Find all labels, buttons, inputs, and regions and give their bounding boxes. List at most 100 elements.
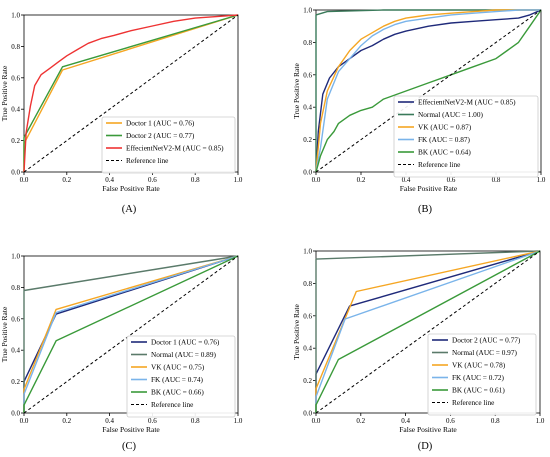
y-tick-label: 1.0 xyxy=(303,248,312,256)
legend-entry: Normal (AUC = 0.97) xyxy=(452,348,517,357)
x-tick-label: 0.2 xyxy=(357,176,366,184)
y-tick-label: 1.0 xyxy=(11,253,20,261)
series-line-2 xyxy=(315,250,541,413)
x-axis-label: False Positive Rate xyxy=(102,184,160,193)
y-axis-label: True Positive Rate xyxy=(0,65,9,121)
series-line-5 xyxy=(315,250,541,413)
legend-entry: BK (AUC = 0.64) xyxy=(418,148,471,157)
x-tick-label: 0.0 xyxy=(312,417,321,425)
y-tick-label: 0.6 xyxy=(11,74,20,82)
legend-box xyxy=(393,95,539,178)
legend-entry: Normal (AUC = 0.89) xyxy=(151,350,216,359)
x-tick-label: 0.0 xyxy=(20,417,29,425)
legend-entry: Doctor 1 (AUC = 0.76) xyxy=(151,338,220,347)
panel-label: (B) xyxy=(418,204,433,215)
roc-panel-2: 0.0 0.2 0.4 0.6 0.8 1.0 0.0 0.2 0.4 0.6 0.8 1.0 Fals… xyxy=(292,7,546,216)
legend-entry: Doctor 2 (AUC = 0.77) xyxy=(452,336,521,345)
y-tick-label: 0.2 xyxy=(303,136,312,144)
legend-entry: VK (AUC = 0.75) xyxy=(151,363,205,372)
series-line-2 xyxy=(23,255,239,413)
x-tick-label: 0.8 xyxy=(191,176,200,184)
x-tick-label: 0.2 xyxy=(62,417,71,425)
y-tick-label: 1.0 xyxy=(11,12,20,20)
y-tick-label: 0.0 xyxy=(11,169,20,177)
legend-box xyxy=(126,335,236,418)
legend-entry: Doctor 2 (AUC = 0.77) xyxy=(126,131,195,140)
series-line-2 xyxy=(23,14,239,172)
y-tick-label: 0.0 xyxy=(11,410,20,418)
x-tick-label: 0.2 xyxy=(356,417,365,425)
legend-entry: Reference line xyxy=(151,400,193,409)
x-tick-label: 0.6 xyxy=(446,417,455,425)
legend-entry: EffecientNetV2-M (AUC = 0.85) xyxy=(418,98,516,107)
series-line-5 xyxy=(23,255,239,413)
legend-entry: BK (AUC = 0.61) xyxy=(452,386,505,395)
y-tick-label: 0.8 xyxy=(11,43,20,51)
x-tick-label: 0.0 xyxy=(312,176,321,184)
legend-entry: VK (AUC = 0.78) xyxy=(452,361,506,370)
legend-entry: Reference line xyxy=(452,398,494,407)
roc-panel-4: 0.0 0.2 0.4 0.6 0.8 1.0 0.0 0.2 0.4 0.6 0.8 1.0 Fals… xyxy=(292,248,545,453)
legend-entry: BK (AUC = 0.66) xyxy=(151,388,204,397)
y-axis-label: True Positive Rate xyxy=(292,304,301,360)
series-line-6 xyxy=(23,255,239,414)
series-line-3 xyxy=(23,14,239,173)
y-tick-label: 0.6 xyxy=(303,312,312,320)
y-tick-label: 1.0 xyxy=(303,7,312,15)
x-tick-label: 0.2 xyxy=(62,176,71,184)
y-tick-label: 0.4 xyxy=(303,104,312,112)
y-tick-label: 0.0 xyxy=(303,169,312,177)
x-tick-label: 0.8 xyxy=(491,417,500,425)
x-tick-label: 0.4 xyxy=(401,417,410,425)
y-tick-label: 0.8 xyxy=(303,280,312,288)
legend-entry: FK (AUC = 0.87) xyxy=(418,135,471,144)
x-axis-label: False Positive Rate xyxy=(102,425,160,434)
y-tick-label: 0.8 xyxy=(303,39,312,47)
x-axis-label: False Positive Rate xyxy=(400,184,458,193)
panel-label: (C) xyxy=(122,441,137,452)
legend-box xyxy=(427,333,537,416)
y-axis-label: True Positive Rate xyxy=(0,306,9,362)
legend: Doctor 2 (AUC = 0.77) Normal (AUC = 0.97)… xyxy=(427,333,537,416)
roc-panel-3: 0.0 0.2 0.4 0.6 0.8 1.0 0.0 0.2 0.4 0.6 0.8 1.0 Fals… xyxy=(0,253,243,453)
series-line-4 xyxy=(23,14,239,173)
x-tick-label: 0.6 xyxy=(148,417,157,425)
x-tick-label: 0.0 xyxy=(20,176,29,184)
series-line-6 xyxy=(315,9,542,173)
legend-entry: Normal (AUC = 1.00) xyxy=(418,110,483,119)
x-tick-label: 0.4 xyxy=(105,176,114,184)
legend: EffecientNetV2-M (AUC = 0.85) Normal (AUC… xyxy=(393,95,539,178)
series-line-5 xyxy=(315,9,542,173)
series-line-4 xyxy=(315,9,541,173)
y-tick-label: 0.6 xyxy=(303,71,312,79)
series-line-6 xyxy=(315,250,541,414)
x-tick-label: 0.6 xyxy=(148,176,157,184)
legend-entry: Reference line xyxy=(418,160,460,169)
series-line-2 xyxy=(315,9,541,172)
y-tick-label: 0.6 xyxy=(11,315,20,323)
x-tick-label: 0.8 xyxy=(492,176,501,184)
legend: Doctor 1 (AUC = 0.76) Normal (AUC = 0.89)… xyxy=(126,335,236,418)
x-axis-label: False Positive Rate xyxy=(399,425,457,434)
x-tick-label: 0.6 xyxy=(447,176,456,184)
x-tick-label: 0.4 xyxy=(402,176,411,184)
panel-label: (D) xyxy=(418,441,433,452)
y-tick-label: 0.4 xyxy=(303,345,312,353)
legend-entry: FK (AUC = 0.74) xyxy=(151,375,204,384)
y-tick-label: 0.8 xyxy=(11,284,20,292)
roc-panel-1: 0.0 0.2 0.4 0.6 0.8 1.0 0.0 0.2 0.4 0.6 0.8 1.0 Fals… xyxy=(0,12,243,216)
legend-entry: Doctor 1 (AUC = 0.76) xyxy=(126,119,195,128)
series-line-1 xyxy=(315,9,542,173)
x-tick-label: 0.8 xyxy=(191,417,200,425)
x-tick-label: 0.4 xyxy=(105,417,114,425)
panel-label: (A) xyxy=(122,204,137,215)
y-tick-label: 0.0 xyxy=(303,410,312,418)
legend-entry: EffecientNetV2-M (AUC = 0.85) xyxy=(126,144,224,153)
y-tick-label: 0.2 xyxy=(303,377,312,385)
x-tick-label: 1.0 xyxy=(234,176,243,184)
x-tick-label: 1.0 xyxy=(536,417,545,425)
x-tick-label: 1.0 xyxy=(234,417,243,425)
legend-entry: Reference line xyxy=(126,156,168,165)
legend-entry: VK (AUC = 0.87) xyxy=(418,123,472,132)
